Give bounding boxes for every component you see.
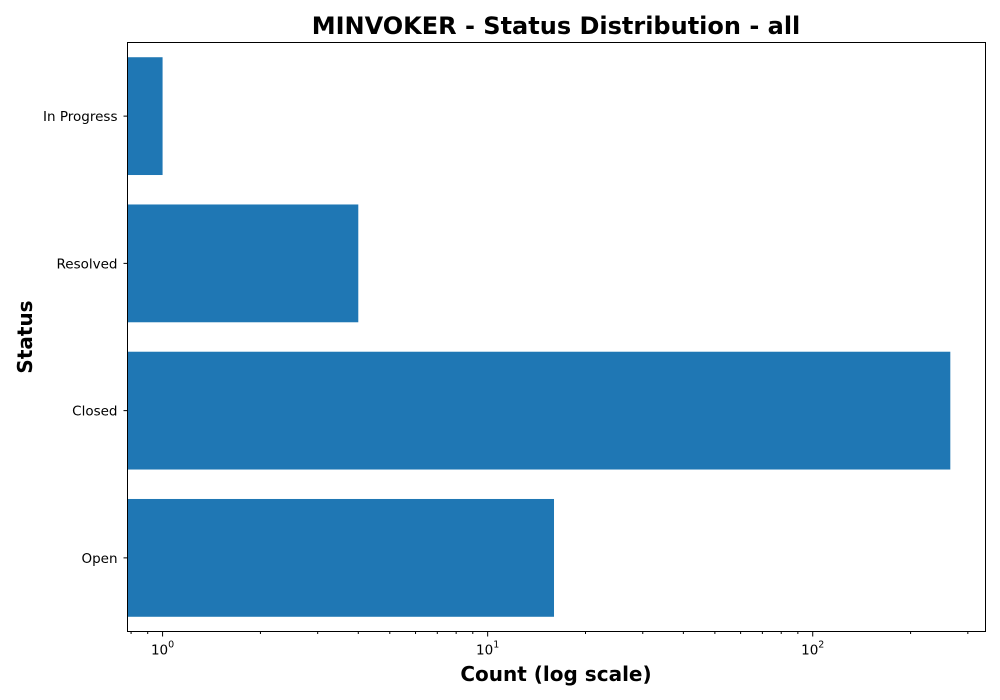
x-tick-exponent: 1 [493,640,499,651]
x-ticks-group: 100 101 102 [130,631,969,659]
x-tick-label: 100 [151,640,174,659]
x-tick-base: 10 [801,643,818,659]
y-tick-label-open: Open [81,551,117,567]
x-axis-label: Count (log scale) [460,662,651,686]
bar-open [127,498,555,617]
x-tick-exponent: 0 [168,640,174,651]
plot-frame [127,42,986,632]
x-tick-exponent: 2 [818,640,824,651]
y-tick-label-in-progress: In Progress [43,109,117,125]
x-tick-label: 102 [801,640,824,659]
x-tick-base: 10 [151,643,168,659]
y-ticks-group: Open Closed Resolved In Progress [43,109,128,567]
y-tick-label-closed: Closed [72,404,117,420]
x-tick-base: 10 [476,643,493,659]
bar-closed [127,351,951,470]
y-tick-label-resolved: Resolved [57,256,118,272]
bar-resolved [127,204,359,323]
chart-title: MINVOKER - Status Distribution - all [312,12,801,40]
x-tick-label: 101 [476,640,499,659]
bar-in-progress [127,57,163,176]
bars-group [127,57,951,617]
y-axis-label: Status [13,300,37,373]
